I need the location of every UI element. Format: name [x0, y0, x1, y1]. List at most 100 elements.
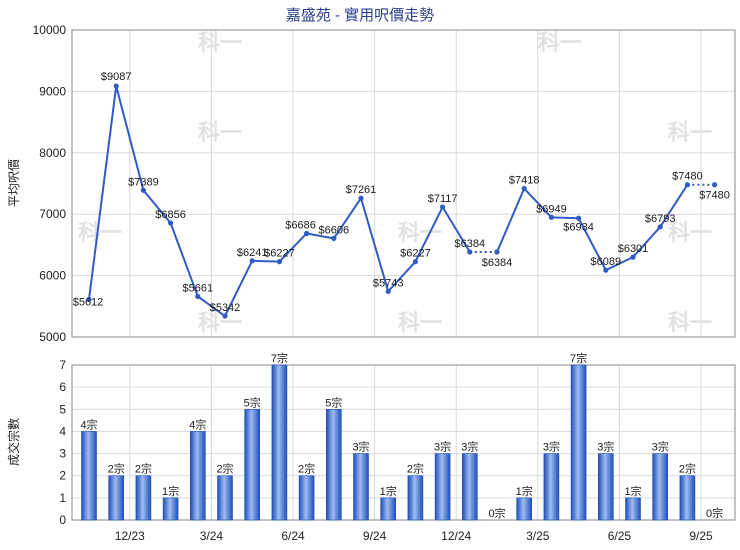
price-point — [657, 224, 663, 230]
price-data-label: $6606 — [319, 224, 350, 236]
price-data-label: $5743 — [373, 277, 404, 289]
bar-data-label: 3宗 — [652, 440, 669, 454]
x-tick-label: 12/23 — [115, 529, 145, 543]
volume-bar — [162, 497, 179, 521]
price-data-label: $5612 — [73, 296, 104, 308]
price-point — [412, 259, 418, 265]
chart-title: 嘉盛苑 - 實用呎價走勢 — [286, 6, 434, 24]
price-data-label: $6301 — [618, 243, 649, 255]
price-data-label: $6089 — [591, 256, 622, 268]
volume-bar — [516, 497, 533, 521]
price-line-segment — [252, 259, 280, 263]
bar-data-label: 4宗 — [189, 417, 206, 431]
watermark-text: 科一 — [668, 310, 712, 335]
bar-data-label: 2宗 — [298, 462, 315, 476]
price-point — [440, 204, 446, 210]
price-point — [385, 288, 391, 294]
bar-data-label: 7宗 — [271, 351, 288, 365]
price-data-label: $6934 — [563, 221, 594, 233]
price-data-label: $6384 — [482, 257, 513, 269]
volume-bar — [108, 475, 124, 521]
top-y-tick-label: 8000 — [39, 146, 66, 160]
bar-data-label: 3宗 — [434, 440, 451, 454]
bottom-plot-frame — [71, 364, 736, 521]
price-data-label: $7117 — [428, 193, 458, 205]
volume-bar — [461, 453, 478, 521]
watermark-text: 科一 — [538, 30, 582, 55]
bar-data-label: 2宗 — [407, 462, 424, 476]
volume-bar — [190, 431, 206, 521]
price-data-label: $9087 — [101, 71, 132, 83]
price-point — [195, 293, 201, 300]
top-y-tick-label: 6000 — [39, 269, 66, 283]
price-line-segment — [224, 260, 254, 317]
bottom-y-tick-label: 2 — [59, 469, 66, 483]
bar-data-label: 3宗 — [543, 440, 560, 454]
price-point — [467, 249, 473, 255]
price-point — [358, 195, 364, 201]
price-data-label: $6686 — [285, 219, 316, 231]
bar-data-label: 2宗 — [216, 462, 233, 476]
volume-bar — [353, 453, 369, 521]
price-point — [548, 214, 555, 220]
price-line-segment — [197, 295, 226, 317]
price-data-label: $7389 — [128, 176, 159, 188]
bar-data-label: 1宗 — [624, 484, 641, 498]
watermark-text: 科一 — [78, 220, 122, 245]
bottom-y-tick-label: 6 — [59, 380, 66, 394]
price-line-segment — [523, 187, 553, 219]
price-point — [494, 249, 500, 255]
price-data-label: $7261 — [346, 184, 377, 196]
bottom-y-tick-label: 4 — [59, 424, 66, 438]
watermark-text: 科一 — [398, 310, 442, 335]
bar-data-label: 7宗 — [570, 351, 587, 365]
volume-bar — [217, 475, 233, 521]
price-data-label: $6856 — [155, 209, 186, 221]
price-line-segment — [88, 85, 118, 300]
bar-data-label: 3宗 — [352, 440, 369, 454]
bar-data-label: 3宗 — [597, 440, 614, 454]
price-line-segment — [659, 184, 689, 228]
bottom-y-tick-label: 0 — [59, 513, 66, 527]
price-point — [630, 254, 636, 260]
volume-bar — [325, 408, 342, 521]
price-data-label: $5342 — [210, 302, 241, 314]
top-y-tick-label: 10000 — [33, 23, 67, 37]
watermark-text: 科一 — [668, 220, 712, 245]
bar-data-label: 0宗 — [488, 506, 505, 520]
price-data-label: $6949 — [536, 203, 567, 215]
top-y-tick-label: 5000 — [39, 330, 66, 344]
price-line-segment — [441, 206, 471, 253]
volume-bar — [81, 431, 97, 521]
volume-bar — [434, 453, 451, 521]
volume-bar — [298, 475, 315, 521]
chart-layer: 500060007000800090001000001234567科一 科一科一科… — [33, 23, 736, 543]
volume-bar — [244, 408, 260, 521]
price-line-segment — [577, 217, 607, 271]
top-plot-frame — [71, 29, 736, 338]
volume-bar — [652, 453, 669, 521]
price-point — [331, 235, 337, 241]
watermark-text: 科一 — [668, 120, 712, 145]
price-line-segment — [414, 206, 444, 263]
price-line-segment — [387, 260, 417, 293]
watermark-text: 科一 — [398, 220, 442, 245]
price-data-label: $6384 — [455, 238, 486, 250]
bar-data-label: 0宗 — [706, 506, 723, 520]
bar-data-label: 3宗 — [461, 440, 478, 454]
watermark-text: 科一 — [198, 310, 242, 335]
price-data-label: $5661 — [183, 282, 214, 294]
volume-bar — [679, 475, 696, 521]
bar-data-label: 5宗 — [244, 395, 261, 409]
x-tick-label: 6/24 — [281, 529, 305, 543]
volume-bar — [407, 475, 424, 521]
bar-data-label: 2宗 — [135, 462, 152, 476]
watermark-text: 科一 — [198, 120, 242, 145]
price-point — [168, 220, 174, 226]
price-data-label: $6793 — [645, 213, 676, 225]
x-tick-label: 6/25 — [608, 529, 632, 543]
volume-bar — [543, 453, 560, 521]
top-y-tick-label: 7000 — [39, 207, 66, 221]
